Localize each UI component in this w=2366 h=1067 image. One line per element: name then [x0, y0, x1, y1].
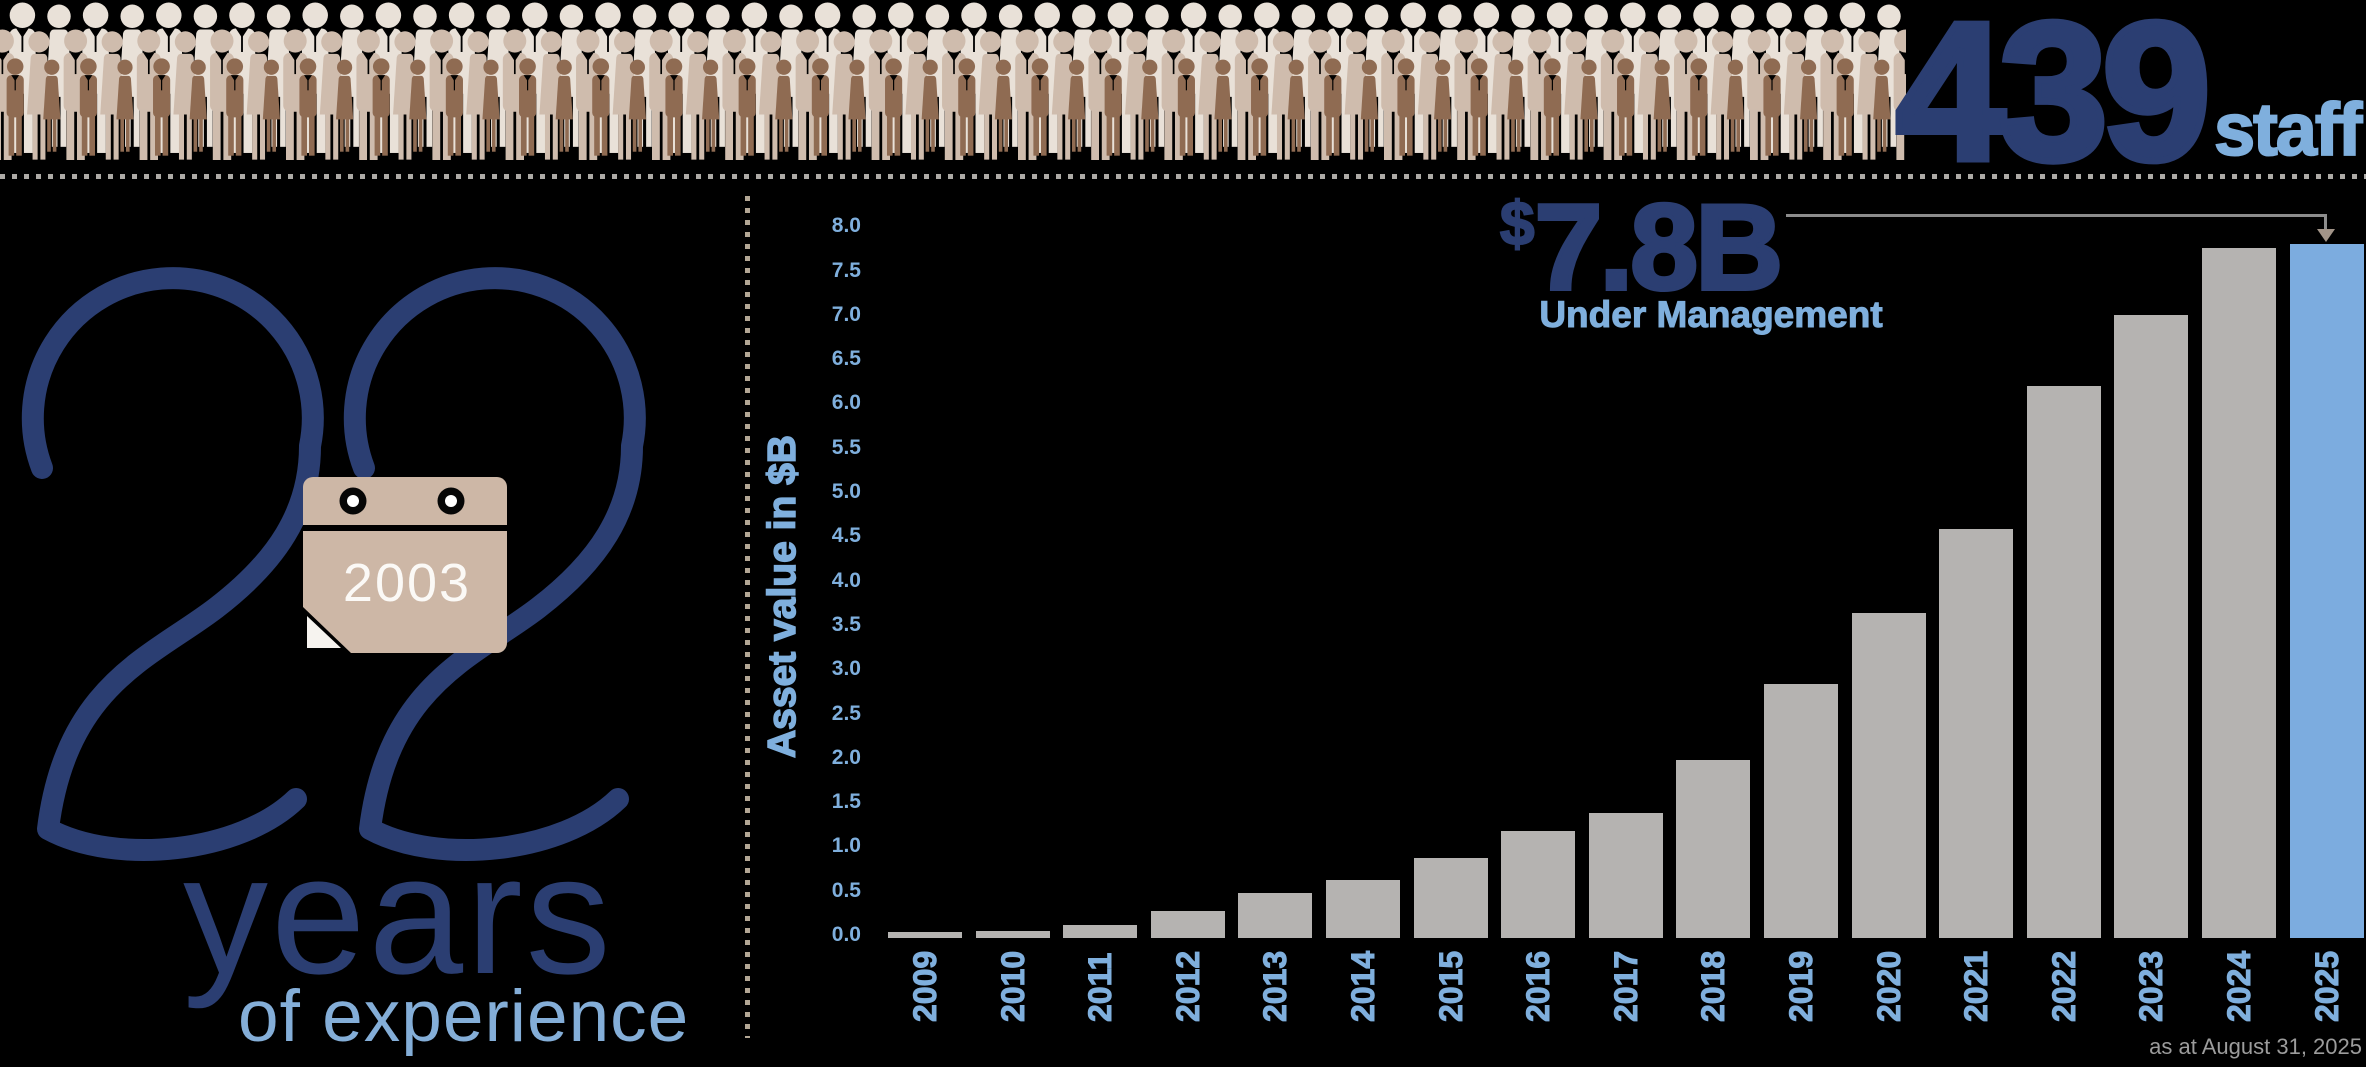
bar-2022 — [2026, 386, 2101, 938]
x-label-2025: 2025 — [2308, 950, 2345, 1022]
x-label-2020: 2020 — [1870, 950, 1907, 1022]
of-experience-label: of experience — [238, 976, 690, 1057]
x-label-2021: 2021 — [1958, 950, 1995, 1022]
calendar-icon: 2003 — [303, 477, 507, 653]
x-label-2017: 2017 — [1607, 950, 1644, 1022]
y-tick-2.5: 2.5 — [831, 701, 861, 725]
bar-2018 — [1676, 760, 1751, 938]
y-tick-3.5: 3.5 — [831, 612, 861, 636]
y-tick-7.0: 7.0 — [831, 302, 861, 326]
bar-2010 — [975, 931, 1050, 938]
y-tick-5.0: 5.0 — [831, 480, 861, 503]
bar-2011 — [1063, 925, 1138, 938]
bar-2014 — [1326, 880, 1400, 938]
digit-2-left — [21, 267, 324, 861]
aum-subtitle: Under Management — [1539, 294, 1883, 335]
bar-2015 — [1413, 858, 1488, 938]
annotation-line-horizontal — [1786, 214, 2324, 217]
y-tick-0.0: 0.0 — [831, 923, 861, 946]
page-curl-fold — [307, 616, 341, 648]
y-tick-0.5: 0.5 — [831, 878, 861, 902]
x-label-2016: 2016 — [1520, 950, 1557, 1022]
x-label-2010: 2010 — [994, 950, 1031, 1022]
bar-2019 — [1764, 684, 1838, 938]
bar-2017 — [1588, 813, 1663, 938]
x-label-2023: 2023 — [2133, 950, 2170, 1022]
x-label-2018: 2018 — [1695, 950, 1732, 1022]
x-label-2024: 2024 — [2221, 950, 2258, 1022]
bar-2016 — [1501, 831, 1576, 938]
y-tick-5.5: 5.5 — [831, 435, 861, 459]
x-label-2022: 2022 — [2045, 950, 2082, 1022]
vertical-dotted-divider — [745, 196, 750, 1038]
x-label-2014: 2014 — [1345, 950, 1382, 1022]
y-tick-8.0: 8.0 — [831, 214, 861, 238]
annotation-arrow-icon — [2317, 229, 2335, 242]
y-tick-6.5: 6.5 — [831, 347, 861, 371]
y-tick-2.0: 2.0 — [831, 745, 861, 769]
bar-2020 — [1851, 613, 1926, 938]
staff-crowd — [0, 2, 1906, 160]
dollar-sign: $ — [1499, 190, 1536, 259]
x-label-2019: 2019 — [1783, 950, 1820, 1022]
y-tick-3.0: 3.0 — [831, 657, 861, 681]
bar-2024 — [2202, 248, 2276, 938]
x-label-2011: 2011 — [1082, 952, 1119, 1022]
y-tick-7.5: 7.5 — [831, 258, 861, 282]
staff-count-label: staff — [2213, 88, 2363, 171]
bar-2009 — [888, 932, 962, 938]
bar-2012 — [1150, 911, 1225, 938]
experience-number-22 — [21, 267, 646, 861]
y-tick-4.5: 4.5 — [831, 524, 861, 548]
y-tick-1.5: 1.5 — [831, 790, 861, 814]
bar-2013 — [1238, 893, 1313, 938]
bar-2021 — [1939, 529, 2014, 938]
staff-crowd-icons — [0, 2, 1906, 160]
y-tick-6.0: 6.0 — [831, 391, 861, 415]
y-tick-1.0: 1.0 — [831, 834, 861, 858]
digit-2-right — [343, 267, 646, 861]
x-label-2009: 2009 — [907, 950, 944, 1022]
bar-2025 — [2289, 244, 2364, 938]
x-label-2015: 2015 — [1432, 950, 1469, 1022]
y-tick-4.0: 4.0 — [831, 568, 861, 592]
horizontal-dotted-divider — [0, 174, 2366, 179]
x-label-2013: 2013 — [1257, 950, 1294, 1022]
aum-headline: $7.8B — [1499, 184, 1785, 310]
aum-amount: 7.8B — [1532, 179, 1785, 315]
annotation-line-vertical — [2324, 214, 2327, 231]
staff-count-number: 439 — [1892, 0, 2214, 201]
bar-2023 — [2114, 315, 2189, 938]
as-at-date-note: as at August 31, 2025 — [2149, 1034, 2362, 1059]
x-label-2012: 2012 — [1169, 950, 1206, 1022]
years-label: years — [183, 820, 614, 1010]
founded-year: 2003 — [343, 553, 471, 613]
